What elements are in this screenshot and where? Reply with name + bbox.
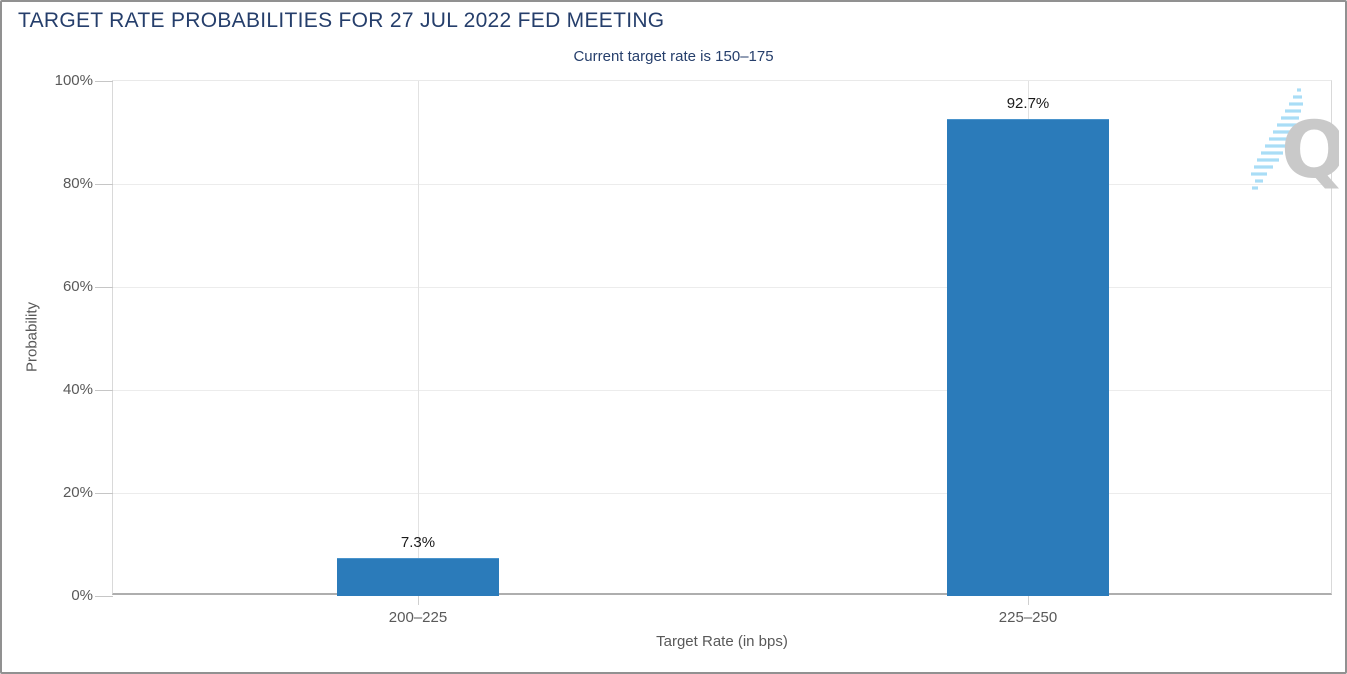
x-axis-tick [418,596,419,605]
x-tick-label: 225–250 [998,609,1058,626]
y-gridline [113,184,1331,185]
y-axis-tick [95,390,113,391]
plot-area: 0% 20% 40% 60% 80% 100% 7.3% 200–225 92.7% 225–25… [55,72,1332,626]
probability-bar[interactable] [947,118,1109,596]
y-tick-label: 20% [62,484,93,502]
x-axis-tick [1028,596,1029,605]
bar-value-label: 7.3% [400,534,436,552]
watermark-q-logo: Q [1251,88,1339,196]
y-axis-tick [95,184,113,185]
category-gridline [418,81,419,593]
y-tick-label: 40% [62,381,93,399]
x-tick-label: 200–225 [388,609,448,626]
y-axis-tick [95,493,113,494]
y-tick-label: 100% [54,72,93,90]
y-gridline [113,390,1331,391]
y-axis-tick [95,287,113,288]
y-tick-label: 0% [71,587,93,605]
y-tick-label: 60% [62,278,93,296]
x-axis-title: Target Rate (in bps) [656,633,788,650]
y-axis-title: Probability [23,301,41,373]
y-axis-tick [95,81,113,82]
y-gridline [113,493,1331,494]
chart-subtitle: Current target rate is 150–175 [573,48,774,65]
y-tick-label: 80% [62,175,93,193]
watermark-speed-lines-icon [1251,88,1303,190]
chart-title: TARGET RATE PROBABILITIES FOR 27 JUL 202… [18,9,665,32]
y-gridline [113,287,1331,288]
probability-bar[interactable] [337,558,499,596]
bar-value-label: 92.7% [1006,94,1050,112]
watermark-q-letter: Q [1281,106,1339,196]
y-axis-tick [95,596,113,597]
